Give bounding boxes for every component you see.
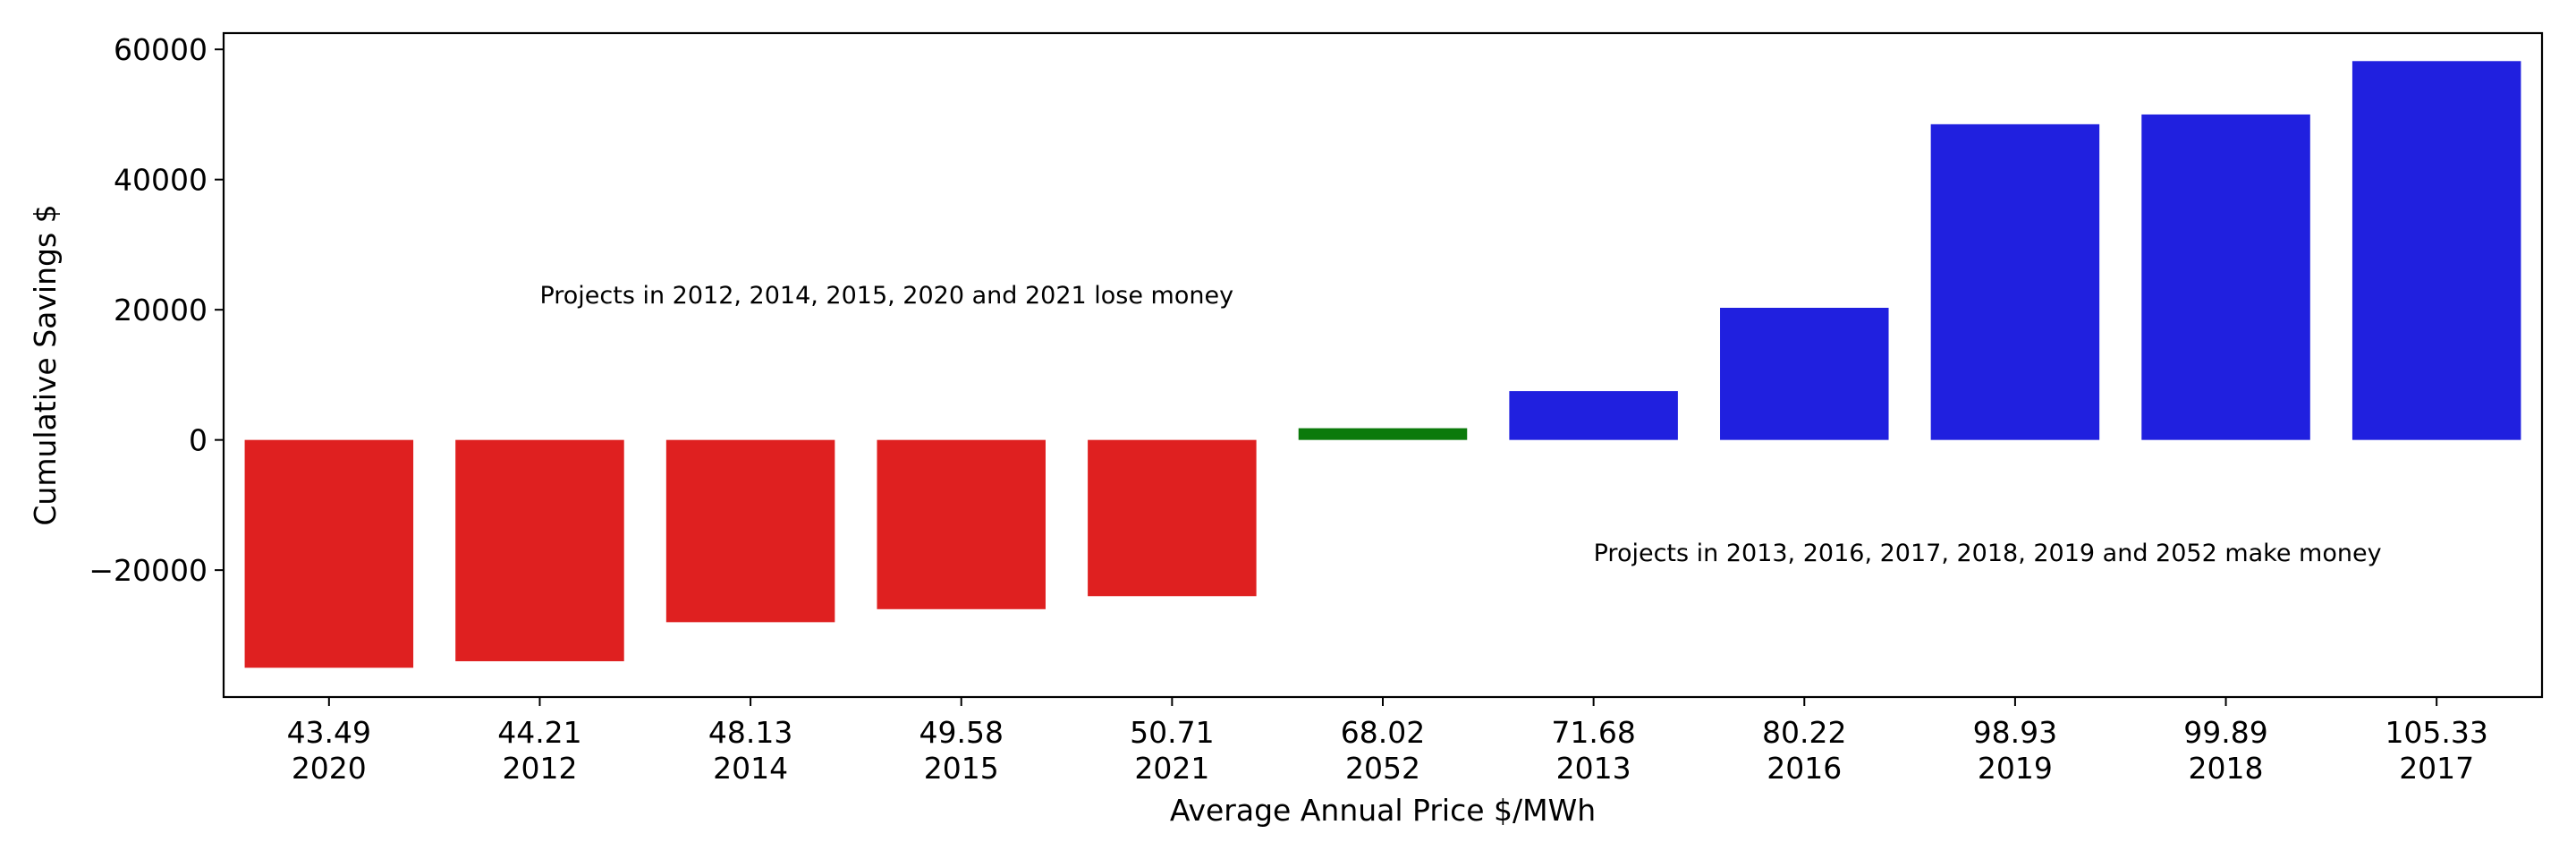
bar-2014 — [665, 439, 835, 623]
x-tick-label-year: 2017 — [2399, 751, 2474, 786]
bar-2015 — [877, 439, 1046, 609]
bar-2017 — [2351, 61, 2521, 440]
annotation-1: Projects in 2012, 2014, 2015, 2020 and 2… — [539, 282, 1233, 310]
y-tick-label: 60000 — [114, 32, 208, 67]
x-tick-label-year: 2019 — [1978, 751, 2053, 786]
x-tick-label-price: 105.33 — [2385, 715, 2487, 750]
y-tick-label: 40000 — [114, 163, 208, 198]
x-tick-label-year: 2012 — [502, 751, 577, 786]
bar-2019 — [1930, 123, 2100, 440]
x-tick-label-year: 2016 — [1767, 751, 1842, 786]
bar-2021 — [1088, 439, 1257, 597]
bar-2052 — [1298, 428, 1468, 440]
y-axis: −20000 0 20000 40000 60000 — [89, 32, 224, 588]
y-tick-label: 20000 — [114, 293, 208, 327]
x-tick-label-price: 68.02 — [1341, 715, 1425, 750]
x-tick-label-price: 71.68 — [1551, 715, 1635, 750]
x-tick-label-price: 49.58 — [919, 715, 1003, 750]
x-tick-label-price: 98.93 — [1973, 715, 2057, 750]
bar-2020 — [244, 439, 414, 668]
x-tick-label-price: 48.13 — [708, 715, 792, 750]
annotations-group: Projects in 2012, 2014, 2015, 2020 and 2… — [539, 282, 2381, 567]
x-tick-label-year: 2020 — [292, 751, 367, 786]
x-tick-label-year: 2021 — [1134, 751, 1209, 786]
y-tick-label: −20000 — [89, 553, 208, 588]
bar-2016 — [1720, 307, 1889, 440]
x-tick-label-year: 2018 — [2189, 751, 2264, 786]
y-axis-label: Cumulative Savings $ — [28, 204, 63, 525]
x-tick-label-year: 2013 — [1556, 751, 1631, 786]
x-tick-label-price: 99.89 — [2183, 715, 2267, 750]
x-axis-label: Average Annual Price $/MWh — [1170, 793, 1596, 828]
x-tick-label-price: 44.21 — [497, 715, 581, 750]
x-tick-label-year: 2052 — [1345, 751, 1420, 786]
bar-2012 — [455, 439, 624, 661]
annotation-2: Projects in 2013, 2016, 2017, 2018, 2019… — [1594, 540, 2382, 567]
x-tick-label-price: 50.71 — [1130, 715, 1214, 750]
x-tick-label-year: 2015 — [924, 751, 999, 786]
y-tick-label: 0 — [189, 423, 208, 458]
x-tick-label-year: 2014 — [713, 751, 788, 786]
bars-group — [244, 61, 2521, 668]
x-tick-label-price: 80.22 — [1762, 715, 1846, 750]
x-tick-label-price: 43.49 — [287, 715, 371, 750]
bar-2013 — [1509, 391, 1678, 440]
bar-2018 — [2141, 114, 2310, 440]
